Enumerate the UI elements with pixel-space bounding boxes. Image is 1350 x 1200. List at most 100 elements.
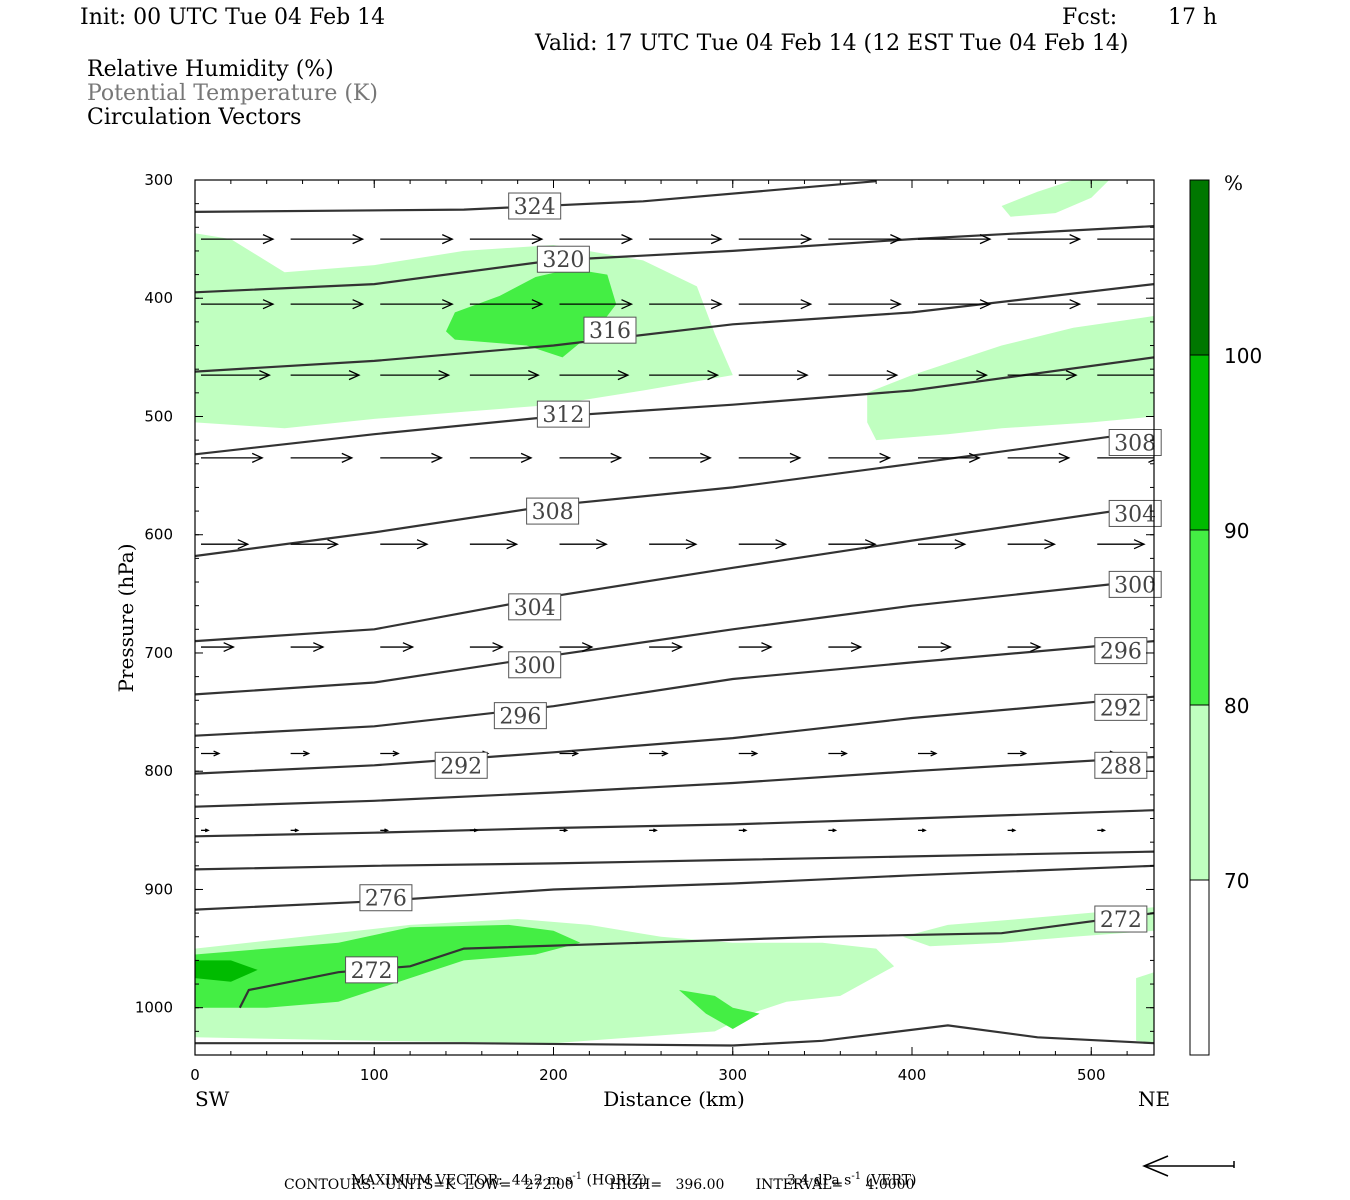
x-axis-title: Distance (km) bbox=[603, 1087, 745, 1111]
colorbar-segment bbox=[1189, 529, 1210, 706]
x-tick-label: 500 bbox=[1077, 1066, 1106, 1084]
max-vector-horiz: 44.2 m s bbox=[511, 1172, 573, 1189]
rh-region-80-90-7 bbox=[679, 990, 760, 1029]
circulation-vector bbox=[380, 370, 451, 381]
vector-head bbox=[940, 642, 952, 653]
circulation-vector bbox=[1097, 374, 1154, 376]
colorbar-segment bbox=[1189, 179, 1210, 356]
theta-label-box bbox=[1094, 637, 1148, 665]
theta-label-272: 272 bbox=[1094, 905, 1148, 933]
x-tick-label: 400 bbox=[898, 1066, 927, 1084]
vector-head bbox=[761, 642, 773, 653]
circulation-vector bbox=[559, 452, 623, 463]
theta-label-text: 312 bbox=[542, 403, 584, 428]
circulation-vector bbox=[828, 642, 863, 653]
max-vector-line: MAXIMUM VECTOR: 44.2 m s-1 (HORIZ) bbox=[342, 1158, 647, 1188]
circulation-vector bbox=[201, 750, 221, 757]
vector-head bbox=[832, 828, 838, 833]
circulation-vector bbox=[1007, 750, 1028, 757]
circulation-vector bbox=[380, 828, 390, 833]
theta-contour-300 bbox=[195, 578, 1154, 696]
theta-label-296: 296 bbox=[1094, 637, 1148, 665]
vector-head bbox=[700, 452, 712, 463]
vector-head bbox=[302, 750, 311, 757]
vector-head bbox=[571, 750, 580, 757]
plot-frame bbox=[194, 179, 1155, 1056]
field-potential-temperature: Potential Temperature (K) bbox=[87, 81, 378, 106]
theta-label-box bbox=[508, 192, 562, 220]
circulation-vector bbox=[559, 750, 580, 757]
vector-head bbox=[294, 828, 300, 833]
theta-contour-308 bbox=[195, 429, 1154, 558]
colorbar-segment bbox=[1189, 879, 1210, 1056]
theta-label-text: 304 bbox=[514, 596, 556, 621]
vector-layer bbox=[201, 234, 1154, 833]
vector-head bbox=[341, 452, 354, 463]
theta-label-text: 272 bbox=[351, 959, 393, 984]
circulation-vector bbox=[918, 299, 992, 310]
vector-head bbox=[742, 828, 748, 833]
forecast-hour: 17 h bbox=[1168, 5, 1218, 30]
y-tick-label: 300 bbox=[144, 171, 173, 189]
max-vector-vert: 3.4 dPa s bbox=[786, 1172, 852, 1189]
theta-label-box bbox=[1094, 693, 1148, 721]
vector-head bbox=[775, 539, 788, 550]
theta-label-300: 300 bbox=[508, 651, 562, 679]
theta-label-text: 292 bbox=[1100, 696, 1142, 721]
vector-head bbox=[661, 750, 669, 757]
theta-contour-284 bbox=[195, 809, 1154, 838]
circulation-vector bbox=[918, 828, 927, 833]
circulation-vector bbox=[380, 299, 454, 310]
vector-head bbox=[879, 452, 892, 463]
circulation-vector bbox=[1097, 828, 1107, 833]
theta-label-box bbox=[1108, 499, 1162, 527]
vector-head bbox=[531, 299, 544, 310]
circulation-vector bbox=[201, 234, 275, 245]
colorbar-segment bbox=[1189, 704, 1210, 881]
vector-head bbox=[886, 370, 899, 381]
theta-contour-layer bbox=[195, 180, 1154, 1047]
theta-label-box bbox=[1094, 905, 1148, 933]
circulation-vector bbox=[738, 234, 813, 245]
vector-head bbox=[976, 370, 988, 381]
vector-head bbox=[930, 750, 938, 757]
rh-region-80-90-1 bbox=[446, 268, 617, 358]
theta-label-box bbox=[526, 497, 580, 525]
circulation-vector bbox=[380, 452, 444, 463]
colorbar-unit: % bbox=[1224, 171, 1243, 195]
vector-head bbox=[610, 452, 623, 463]
theta-label-text: 296 bbox=[1100, 640, 1142, 665]
y-tick-label: 400 bbox=[144, 289, 173, 307]
circulation-vector bbox=[290, 828, 300, 833]
circulation-vector bbox=[738, 642, 773, 653]
theta-contour-288 bbox=[195, 755, 1154, 808]
circulation-vector bbox=[649, 234, 723, 245]
field-circulation-vectors: Circulation Vectors bbox=[87, 105, 302, 130]
max-vector-label: MAXIMUM VECTOR: bbox=[350, 1172, 503, 1189]
circulation-vector bbox=[469, 828, 479, 833]
circulation-vector bbox=[918, 370, 988, 381]
theta-label-box bbox=[434, 751, 488, 779]
circulation-vector bbox=[1007, 452, 1071, 463]
circulation-vector bbox=[738, 452, 802, 463]
vector-head bbox=[392, 750, 400, 757]
circulation-vector bbox=[201, 299, 275, 310]
theta-label-text: 304 bbox=[1114, 502, 1156, 527]
vector-head bbox=[796, 370, 809, 381]
theta-label-296: 296 bbox=[493, 702, 547, 730]
rh-region-70-80-5 bbox=[1136, 972, 1154, 1044]
vector-head bbox=[441, 299, 454, 310]
x-axis-right-label: NE bbox=[1138, 1087, 1170, 1111]
theta-label-316: 316 bbox=[583, 316, 637, 344]
theta-label-324: 324 bbox=[508, 192, 562, 220]
circulation-vector bbox=[828, 750, 848, 757]
vector-head bbox=[800, 299, 813, 310]
circulation-vector bbox=[380, 234, 454, 245]
circulation-vector bbox=[649, 828, 658, 833]
theta-label-text: 296 bbox=[499, 705, 541, 730]
vector-head bbox=[968, 452, 981, 463]
vector-head bbox=[223, 642, 235, 653]
max-vector-vert-exp: -1 bbox=[851, 1171, 862, 1182]
circulation-vector bbox=[469, 234, 544, 245]
